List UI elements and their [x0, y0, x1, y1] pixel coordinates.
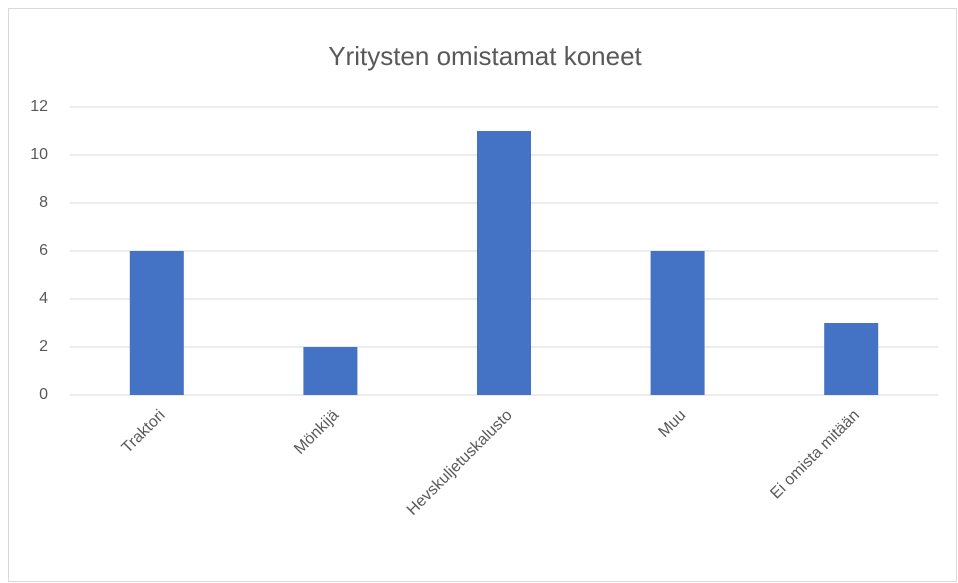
- bar: [303, 347, 358, 395]
- y-tick-label: 10: [30, 146, 48, 163]
- y-tick-label: 4: [39, 290, 48, 307]
- chart-title: Yritysten omistamat koneet: [328, 41, 642, 71]
- bar: [129, 251, 184, 395]
- y-tick-label: 8: [39, 194, 48, 211]
- bar: [477, 131, 531, 395]
- y-tick-label: 2: [39, 338, 48, 355]
- y-tick-label: 12: [30, 98, 48, 115]
- y-tick-label: 0: [39, 386, 48, 403]
- y-tick-label: 6: [39, 242, 48, 259]
- bar: [824, 323, 879, 395]
- bar: [650, 251, 705, 395]
